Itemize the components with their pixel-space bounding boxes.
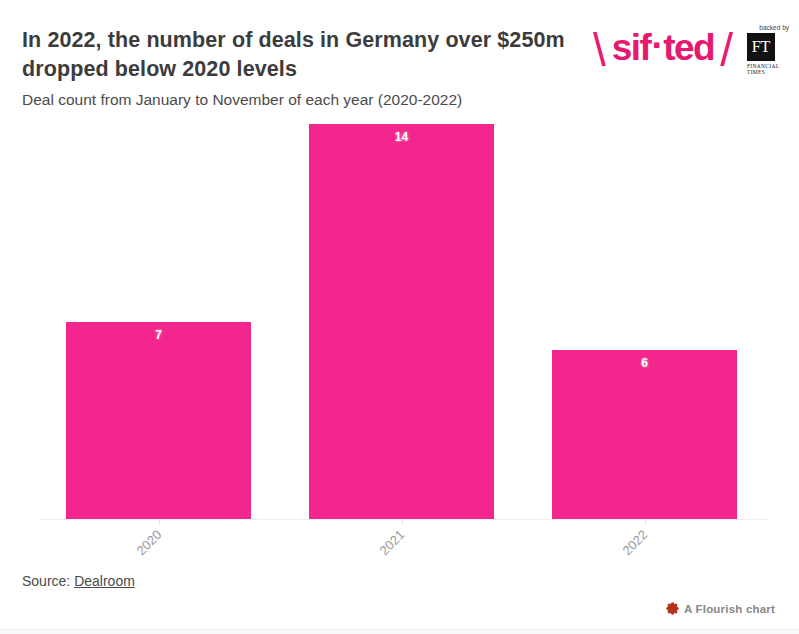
bar-value-label-2022: 6 (552, 356, 737, 370)
source-link-dealroom[interactable]: Dealroom (74, 573, 135, 589)
bar-column-2022: 62022 (552, 124, 737, 519)
logo-slash-icon: / (720, 27, 733, 73)
chart-title-line1: In 2022, the number of deals in Germany … (22, 26, 622, 55)
ft-badge: backed by FT FINANCIAL TIMES (743, 24, 789, 75)
flourish-flower-icon (666, 602, 679, 615)
logo-backslash-icon: \ (593, 27, 606, 73)
bar-2020[interactable]: 7 (66, 322, 251, 520)
wordmark-sif: sif (612, 27, 651, 68)
ft-logo-icon: FT (747, 33, 775, 61)
flourish-label: A Flourish chart (684, 603, 775, 615)
embed-bottom-edge (0, 629, 799, 634)
flourish-credit[interactable]: A Flourish chart (666, 602, 775, 615)
chart-title: In 2022, the number of deals in Germany … (22, 26, 622, 84)
bar-2021[interactable]: 14 (309, 124, 494, 519)
bar-column-2021: 142021 (309, 124, 494, 519)
ft-name-label: FINANCIAL TIMES (747, 63, 779, 75)
ft-backed-by-label: backed by (759, 24, 789, 31)
ft-name-line2: TIMES (747, 69, 765, 75)
chart-title-line2: dropped below 2020 levels (22, 55, 622, 84)
wordmark-ted: ted (663, 27, 714, 68)
bar-2022[interactable]: 6 (552, 350, 737, 519)
bar-value-label-2020: 7 (66, 328, 251, 342)
source-line: Source: Dealroom (22, 573, 135, 589)
x-axis-label-2020: 2020 (133, 527, 164, 558)
wordmark-dot: · (651, 27, 662, 64)
x-axis-line (39, 519, 768, 520)
x-axis-label-2021: 2021 (376, 527, 407, 558)
sifted-wordmark: sif·ted (612, 29, 715, 70)
bar-value-label-2021: 14 (309, 130, 494, 144)
chart-subtitle: Deal count from January to November of e… (22, 90, 622, 109)
bar-chart-plot-area: 72020 142021 62022 (39, 124, 768, 519)
sifted-logo: \ sif·ted / backed by FT FINANCIAL TIMES (593, 24, 789, 75)
bar-column-2020: 72020 (66, 124, 251, 519)
x-axis-label-2022: 2022 (619, 527, 650, 558)
chart-header: In 2022, the number of deals in Germany … (22, 26, 622, 109)
source-label: Source: (22, 573, 70, 589)
